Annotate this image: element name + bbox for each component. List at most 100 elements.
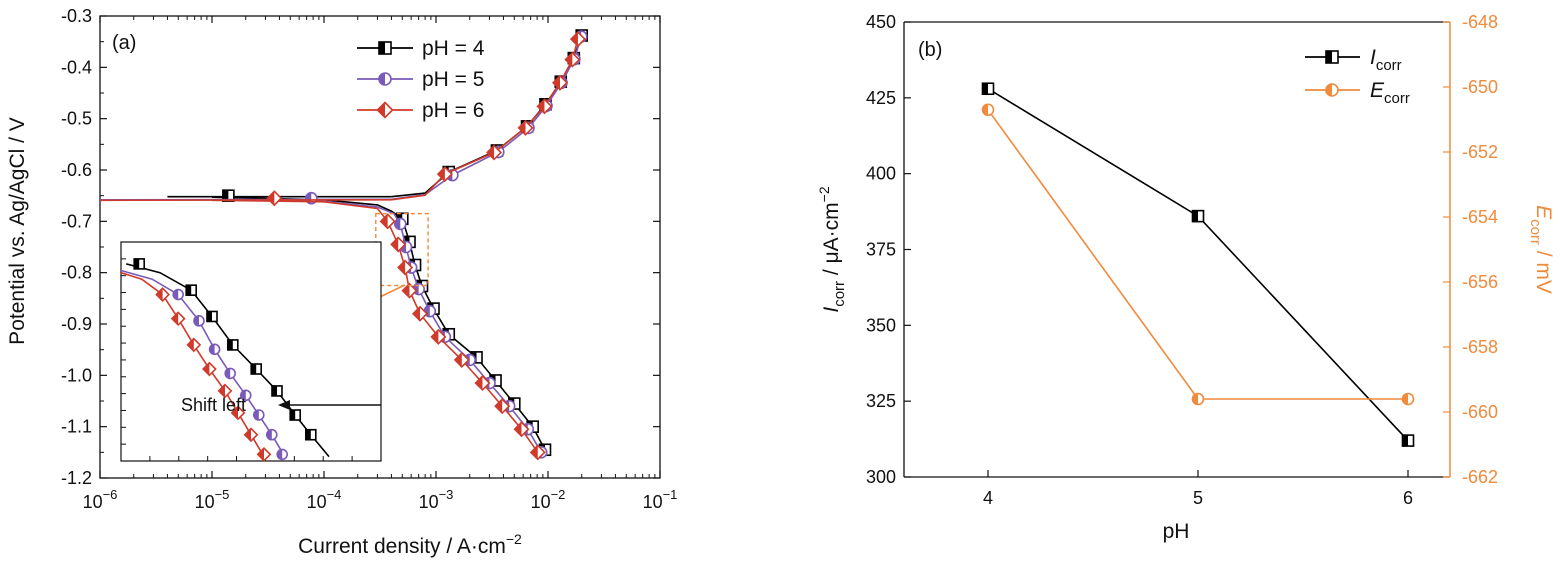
data-point (1191, 392, 1205, 406)
data-point (536, 98, 553, 115)
inset-data-point (185, 284, 197, 296)
inset-series-pH5 (120, 269, 289, 461)
y-axis-title-a: Potential vs. Ag/AgCl / V (6, 117, 29, 345)
data-point (494, 398, 511, 415)
y-tick-label: -0.4 (61, 57, 92, 77)
y-right-tick-label: -660 (1462, 402, 1498, 422)
data-point (379, 213, 396, 230)
data-point (397, 259, 414, 276)
x-tick-label: 4 (983, 488, 993, 508)
inset-data-point (271, 385, 283, 397)
y-right-tick-label: -652 (1462, 142, 1498, 162)
inset-frame (120, 241, 382, 462)
x-tick-label: 10−2 (531, 487, 566, 512)
inset-data-point (265, 428, 278, 441)
y-axis-title-right-b: Ecorr / mV (1527, 205, 1555, 294)
data-point (513, 421, 530, 438)
y-right-tick-label: -650 (1462, 77, 1498, 97)
data-point (529, 444, 546, 461)
data-point (1401, 392, 1415, 406)
inset-series-pH4 (125, 258, 330, 458)
inset-data-point (243, 427, 259, 443)
inset-data-point (240, 389, 252, 402)
data-point (1401, 434, 1415, 447)
legend-label: pH = 4 (422, 37, 485, 60)
inset-data-point (170, 311, 186, 327)
legend-marker (378, 72, 392, 86)
y-left-tick-label: 375 (866, 240, 896, 260)
x-tick-label: 10−6 (83, 487, 118, 512)
y-tick-label: -0.3 (61, 6, 92, 26)
inset-data-point (208, 343, 221, 356)
inset-data-point (230, 405, 246, 421)
y-axis-right-b: -662 -660 -658 -656 -654 -652 -650 -648 (1443, 12, 1498, 487)
y-tick-label: -0.7 (61, 211, 92, 231)
inset-data-point (250, 363, 262, 375)
y-left-tick-label: 425 (866, 88, 896, 108)
data-point (393, 217, 407, 231)
data-point (474, 375, 491, 392)
legend-label: Ecorr (1370, 79, 1410, 107)
inset-data-point (217, 383, 233, 399)
x-tick-label: 10−3 (419, 487, 454, 512)
x-tick-label: 5 (1193, 488, 1203, 508)
data-point (552, 74, 569, 91)
legend-marker (1325, 83, 1339, 97)
y-left-tick-label: 450 (866, 12, 896, 32)
data-point (412, 305, 429, 322)
x-tick-label: 10−5 (195, 487, 230, 512)
x-axis-a: 10−6 10−5 10−4 10−3 10−2 10−1 (83, 16, 678, 512)
x-tick-label: 10−1 (643, 487, 678, 512)
legend-b: Icorr Ecorr (1305, 46, 1410, 107)
inset-data-point (289, 409, 302, 421)
panel-b-corrosion-parameters: 4 5 6pH300325350375400425450-662-660-658-6… (816, 12, 1555, 543)
anodic-branch-line (391, 38, 579, 201)
inset-data-point (304, 428, 317, 441)
inset-data-point (186, 337, 202, 353)
inset-data-point (193, 315, 205, 327)
legend-label: Icorr (1370, 46, 1402, 74)
legend-marker (376, 101, 394, 119)
legend-label: pH = 5 (422, 68, 484, 91)
data-point (390, 236, 407, 253)
x-tick-label: 10−4 (307, 487, 342, 512)
inset-series-pH6 (120, 271, 272, 462)
data-point (266, 190, 283, 207)
legend-marker (1325, 50, 1339, 64)
inset-line (120, 271, 265, 458)
x-axis-title-b: pH (1163, 520, 1190, 543)
y-tick-label: -0.6 (61, 160, 92, 180)
y-left-tick-label: 400 (866, 164, 896, 184)
inset-data-point (227, 339, 239, 351)
inset-plot: Shift left (120, 241, 382, 462)
y-tick-label: -1.0 (61, 365, 92, 385)
y-axis-left-b: 300 325 350 375 400 425 450 (866, 12, 911, 487)
shift-left-arrow-head (278, 400, 290, 410)
y-right-tick-label: -648 (1462, 12, 1498, 32)
data-point (1191, 209, 1205, 223)
y-right-tick-label: -654 (1462, 207, 1498, 227)
legend-label: pH = 6 (422, 99, 484, 122)
data-point (517, 119, 534, 136)
data-point (564, 51, 581, 68)
inset-data-point (276, 448, 289, 461)
data-point (981, 82, 995, 96)
inset-data-point (133, 258, 145, 270)
anodic-branch-line (391, 36, 582, 201)
panel-label-b: (b) (918, 39, 942, 61)
series-Ecorr (981, 103, 1415, 406)
inset-data-point (206, 310, 218, 323)
inset-data-point (252, 409, 265, 421)
inset-data-point (224, 367, 236, 380)
series-Icorr (981, 82, 1415, 447)
y-tick-label: -0.8 (61, 263, 92, 283)
x-tick-label: 6 (1403, 488, 1413, 508)
inset-data-point (202, 361, 217, 377)
y-axis-title-left-b: Icorr / μA·cm−2 (816, 186, 848, 312)
panel-a-potentiodynamic-polarization: 10−6 10−5 10−4 10−3 10−2 10−1 -0.3 -0.4 -0.5 -0.6… (6, 6, 677, 558)
y-right-tick-label: -658 (1462, 337, 1498, 357)
series-pH6 (99, 31, 586, 461)
inset-line (120, 269, 286, 458)
shift-left-label: Shift left (181, 395, 246, 415)
y-left-tick-label: 300 (866, 467, 896, 487)
